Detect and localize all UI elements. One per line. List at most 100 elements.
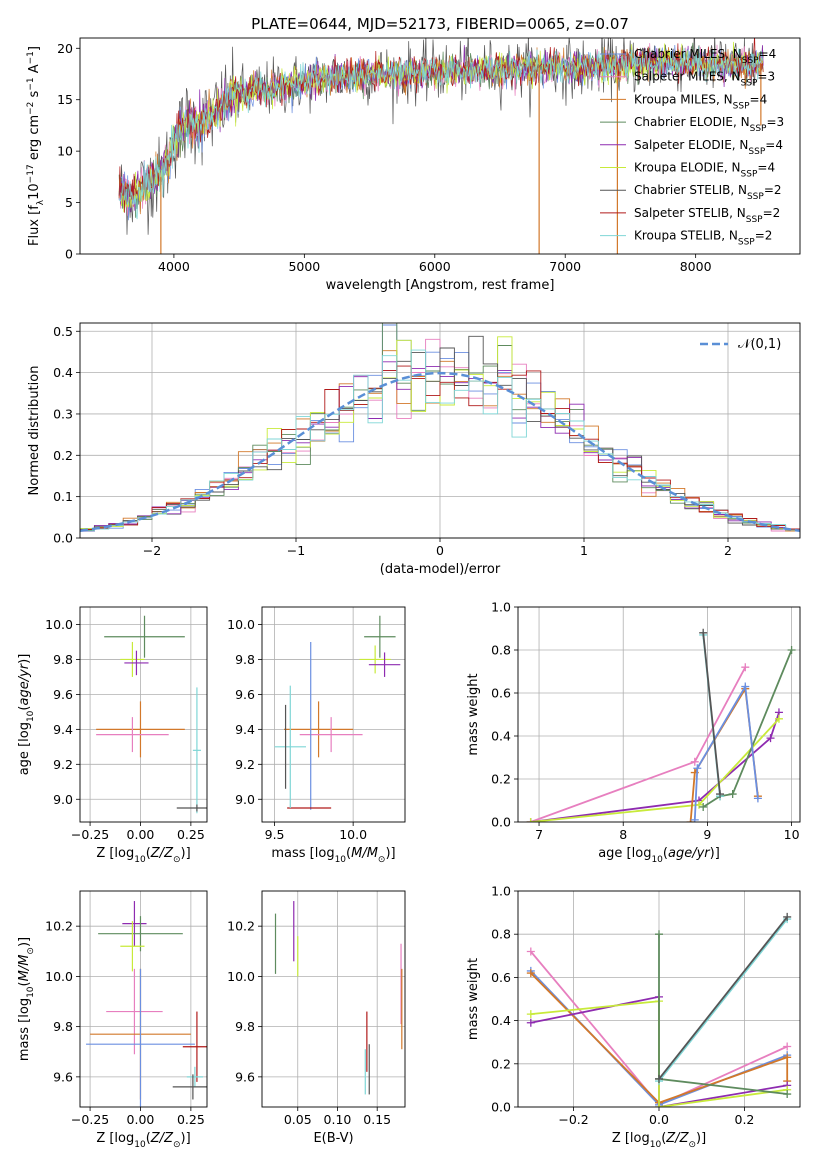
y-tick-label: 1.0 (491, 884, 511, 899)
x-tick-label: 8 (619, 827, 627, 842)
plot-area-age_vs_mass (274, 615, 401, 810)
series-marker (783, 1090, 792, 1099)
plot-area-mass_weight_vs_age (526, 628, 796, 822)
x-axis-label: wavelength [Angstrom, rest frame] (326, 278, 555, 293)
y-tick-label: 1.0 (491, 600, 511, 615)
panel-mass_weight_vs_age: 7 8 9 10 0.0 0.2 0.4 0.6 0.8 1.0 age [log10(age/yr… (466, 600, 801, 865)
axes-frame (261, 606, 406, 823)
series-marker (526, 818, 535, 822)
normal-curve (80, 371, 800, 533)
spectrum-line (118, 45, 764, 213)
y-tick-label: 0.6 (491, 970, 511, 985)
series-marker (753, 794, 762, 803)
errorbar-point (364, 615, 396, 658)
y-tick-label: 0.2 (53, 448, 73, 463)
errorbar-point (359, 645, 391, 674)
y-tick-label: 0.0 (491, 815, 511, 830)
series-marker (774, 714, 783, 723)
x-tick-label: 0.00 (127, 827, 155, 842)
y-axis-label: mass [log10(M/M⊙)] (17, 937, 36, 1061)
x-tick-label: −0.2 (558, 1112, 588, 1127)
x-tick-label: 7000 (549, 259, 581, 274)
legend-entry: Chabrier STELIB, NSSP=2 (634, 183, 782, 202)
series-marker (526, 1010, 535, 1019)
series-line-chabrier-stelib (658, 916, 788, 1080)
y-tick-label: 9.4 (235, 722, 255, 737)
y-tick-label: 9.2 (235, 757, 255, 772)
legend-entry: Salpeter STELIB, NSSP=2 (634, 206, 780, 225)
x-axis-label: Z [log10(Z/Z⊙)] (96, 846, 190, 865)
series-marker (526, 947, 535, 956)
legend-entry: Chabrier MILES, NSSP=4 (634, 47, 776, 66)
errorbar-point (104, 615, 185, 658)
x-tick-label: 10.0 (339, 827, 367, 842)
y-tick-label: 0.4 (491, 729, 511, 744)
legend-entry: Chabrier ELODIE, NSSP=3 (634, 115, 784, 134)
y-tick-label: 9.6 (53, 687, 73, 702)
plot-area-residuals (80, 323, 800, 538)
series-marker (716, 790, 725, 799)
y-tick-label: 0.0 (491, 1100, 511, 1115)
y-tick-label: 10 (57, 144, 73, 159)
plot-area-mass_vs_metallicity (86, 901, 207, 1107)
series-line-salpeter-miles (530, 666, 747, 822)
panel-spectrum: 4000 5000 6000 7000 8000 0 5 10 15 20 wavelength [… (26, 37, 801, 293)
axes-frame (261, 890, 406, 1108)
x-tick-label: 8000 (680, 259, 712, 274)
y-tick-label: 9.8 (53, 652, 73, 667)
series-marker (783, 1053, 792, 1062)
x-tick-label: 0 (436, 543, 444, 558)
x-tick-label: −1 (287, 543, 305, 558)
y-tick-label: 9.8 (53, 1019, 73, 1034)
x-tick-label: 7 (535, 827, 543, 842)
x-tick-label: 0.25 (177, 827, 205, 842)
series-marker (741, 663, 750, 672)
errorbar-point (122, 901, 147, 947)
y-tick-label: 5 (65, 195, 73, 210)
errorbar-point (120, 641, 145, 677)
series-marker (766, 734, 775, 743)
errorbar-point (274, 685, 306, 809)
series-marker (526, 1018, 535, 1027)
axes-frame (79, 890, 208, 1108)
series-marker (655, 930, 663, 939)
y-tick-label: 10.2 (227, 919, 255, 934)
panel-age_vs_mass: 9.5 10.0 9.0 9.2 9.4 9.6 9.8 10.0 mass [log10(M/… (227, 606, 406, 865)
y-tick-label: 0.4 (53, 365, 73, 380)
x-tick-label: 9 (703, 827, 711, 842)
series-line-kroupa-stelib (658, 918, 788, 1082)
y-tick-label: 10.2 (45, 919, 73, 934)
x-axis-label: E(B-V) (313, 1131, 353, 1146)
plot-area-mass_weight_vs_metallicity (526, 912, 792, 1107)
legend-entry: Kroupa STELIB, NSSP=2 (634, 229, 772, 248)
series-marker (783, 912, 792, 921)
series-marker (741, 682, 750, 691)
y-tick-label: 0.6 (491, 686, 511, 701)
x-tick-label: 0.0 (649, 1112, 669, 1127)
axes-frame (79, 37, 801, 255)
x-axis-label: age [log10(age/yr)] (598, 846, 720, 865)
errorbar-point (96, 717, 169, 753)
x-tick-label: 0.10 (324, 1112, 352, 1127)
x-tick-label: 0.25 (177, 1112, 205, 1127)
x-tick-label: 9.5 (265, 827, 285, 842)
plot-area-spectrum (118, 38, 764, 254)
panel-mass_vs_metallicity: −0.25 0.00 0.25 9.6 9.8 10.0 10.2 Z [log10(Z/Z⊙… (17, 890, 208, 1150)
y-tick-label: 10.0 (45, 617, 73, 632)
x-axis-label: Z [log10(Z/Z⊙)] (96, 1131, 190, 1150)
spectrum-line (118, 38, 764, 213)
y-tick-label: 15 (57, 92, 73, 107)
errorbar-point (120, 921, 145, 972)
errorbar-point (186, 1066, 203, 1087)
x-axis-label: Z [log10(Z/Z⊙)] (612, 1131, 706, 1150)
panel-mass_vs_ebv: 0.05 0.10 0.15 9.6 9.8 10.0 10.2 E(B-V) (227, 890, 406, 1146)
y-tick-label: 10.0 (227, 617, 255, 632)
errorbar-point (106, 968, 163, 1055)
series-marker (526, 969, 535, 978)
x-tick-label: −0.25 (71, 1112, 109, 1127)
series-marker (699, 628, 708, 637)
y-tick-label: 0.4 (491, 1013, 511, 1028)
series-marker (728, 790, 737, 799)
legend-entry: 𝒩(0,1) (738, 337, 781, 352)
spectrum-line (118, 46, 764, 220)
